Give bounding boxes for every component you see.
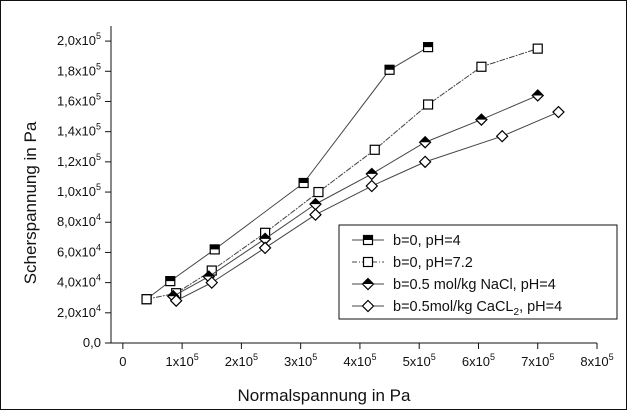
series-1-point-7-outline <box>476 61 487 72</box>
series-0-point-5 <box>422 42 434 53</box>
series-0-point-4 <box>384 64 395 75</box>
series-0-point-1-fill <box>165 276 175 282</box>
x-tick-label-4: 4x105 <box>343 352 376 369</box>
series-0-point-1 <box>165 276 176 287</box>
series-1-point-5 <box>369 144 380 155</box>
y-tick-label-9: 1,8x105 <box>57 61 101 78</box>
series-3-point-2 <box>258 241 272 255</box>
y-tick-label-3: 6,0x104 <box>57 242 101 259</box>
x-axis-label: Normalspannung in Pa <box>238 386 411 405</box>
series-1-point-8 <box>532 43 543 54</box>
legend-marker-1-outline <box>362 256 374 268</box>
axes-layer: 0,0 2,0x104 4,0x104 6,0x104 8,0x104 1,0x105 1,… <box>57 26 614 369</box>
series-0-point-3-fill <box>299 178 309 183</box>
x-tick-label-0: 0 <box>119 354 126 369</box>
legend-label-2: b=0.5 mol/kg NaCl, pH=4 <box>393 277 556 293</box>
series-3-point-5-outline <box>418 155 432 169</box>
y-tick-label-5: 1,0x105 <box>57 182 101 199</box>
series-1-point-4 <box>313 186 324 198</box>
y-tick-label-10: 2,0x105 <box>57 31 101 48</box>
series-2-point-5 <box>418 135 432 149</box>
x-tick-label-6: 6x105 <box>462 352 495 369</box>
y-tick-label-8: 1,6x105 <box>57 91 101 108</box>
x-tick-label-1: 1x105 <box>166 352 199 369</box>
series-3-point-1-outline <box>205 276 219 289</box>
series-0-point-2 <box>209 244 220 255</box>
legend-label-3: b=0.5mol/kg CaCL2, pH=4 <box>393 299 562 318</box>
legend: b=0, pH=4 b=0, pH=7.2 b=0.5 mol/kg NaCl, p… <box>338 224 618 320</box>
series-1-point-0-outline <box>141 294 152 305</box>
series-1 <box>141 43 543 305</box>
series-1-point-6 <box>422 99 434 110</box>
series-3-point-4 <box>365 179 379 193</box>
series-2-point-2-fill <box>259 233 271 239</box>
legend-marker-2 <box>361 277 375 291</box>
y-tick-label-7: 1,4x105 <box>57 122 101 139</box>
x-tick-label-2: 2x105 <box>225 352 258 369</box>
series-2-point-6 <box>475 113 488 126</box>
series-1-point-6-outline <box>422 99 434 110</box>
series-1-point-7 <box>476 61 487 72</box>
series-3-point-7 <box>552 105 565 119</box>
series-1-point-8-outline <box>532 43 543 54</box>
series-2-point-7-fill <box>532 89 544 96</box>
legend-marker-3-outline <box>361 299 375 313</box>
y-tick-label-1: 2,0x104 <box>57 303 101 320</box>
series-3-point-0-outline <box>169 294 183 308</box>
series-3 <box>169 105 565 308</box>
y-axis-label: Scherspannung in Pa <box>21 121 40 284</box>
y-tick-label-6: 1,2x105 <box>57 152 101 169</box>
y-tick-label-4: 8,0x104 <box>57 212 101 229</box>
series-0-point-5-fill <box>423 42 433 48</box>
series-3-point-7-outline <box>552 105 565 119</box>
series-0-point-4-fill <box>385 65 395 70</box>
series-1-point-0 <box>141 294 152 305</box>
x-tick-label-3: 3x105 <box>284 352 317 369</box>
legend-marker-1 <box>362 256 374 268</box>
legend-marker-0 <box>362 234 374 246</box>
series-2-point-1-fill <box>203 271 215 277</box>
series-3-point-1 <box>205 276 219 289</box>
legend-box <box>338 224 618 320</box>
series-2-point-5-fill <box>419 136 431 143</box>
series-0-point-3 <box>298 177 309 189</box>
legend-label-1: b=0, pH=7.2 <box>393 255 473 271</box>
series-2-point-3-fill <box>309 198 321 205</box>
y-tick-label-2: 4,0x104 <box>57 273 101 290</box>
legend-marker-2-fill <box>362 278 374 284</box>
series-3-point-0 <box>169 294 183 308</box>
series-2-point-6-fill <box>475 114 487 120</box>
series-3-point-3 <box>309 208 322 222</box>
series-3-point-6 <box>495 129 509 143</box>
series-1-point-5-outline <box>369 144 380 155</box>
series-2-point-7 <box>531 89 545 102</box>
series-2-point-3 <box>309 197 322 211</box>
series-layer <box>141 42 565 308</box>
series-3-point-5 <box>418 155 432 169</box>
series-3-point-4-outline <box>365 179 379 193</box>
series-1-point-4-outline <box>313 186 324 198</box>
legend-label-0: b=0, pH=4 <box>393 233 461 249</box>
series-2-point-4-fill <box>366 168 378 174</box>
series-3-line <box>175 111 559 302</box>
series-2-line <box>172 94 539 297</box>
x-tick-label-5: 5x105 <box>403 352 436 369</box>
series-3-point-3-outline <box>309 208 322 222</box>
x-tick-label-7: 7x105 <box>521 352 554 369</box>
series-2-point-4 <box>365 167 379 181</box>
series-3-point-6-outline <box>495 129 509 143</box>
series-0-point-2-fill <box>210 244 220 250</box>
legend-marker-0-fill <box>363 235 373 240</box>
y-tick-label-0: 0,0 <box>83 335 101 350</box>
legend-marker-3 <box>361 299 375 313</box>
x-tick-label-8: 8x105 <box>580 352 613 369</box>
series-3-point-2-outline <box>258 241 272 255</box>
